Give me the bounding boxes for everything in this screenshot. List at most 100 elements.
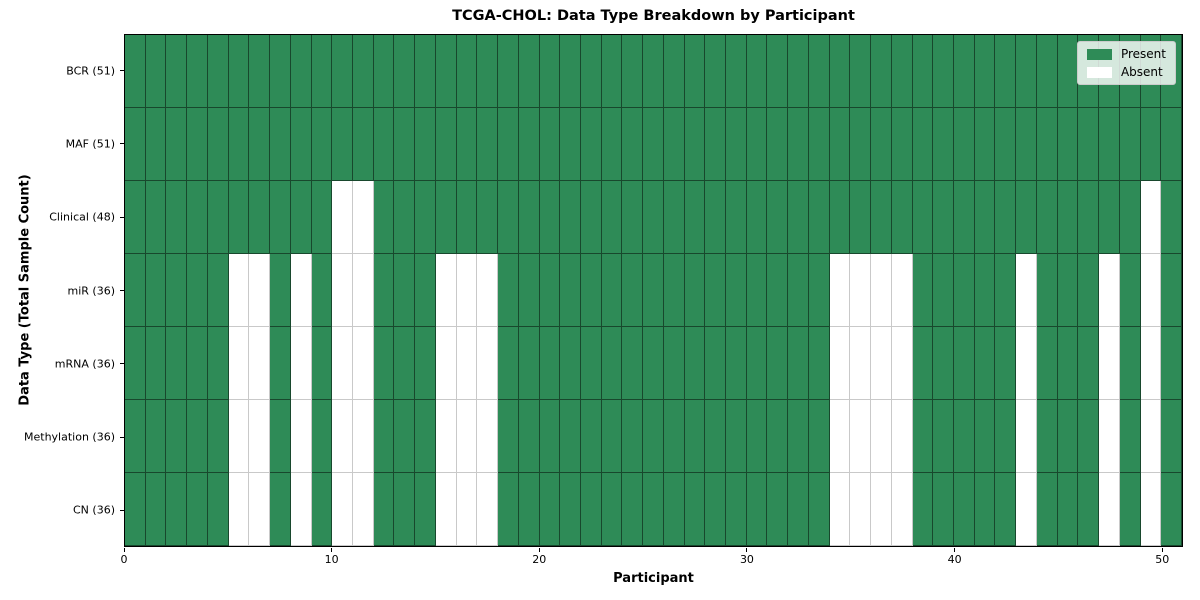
matrix-cell-methylation-49: [1140, 400, 1162, 473]
matrix-cell-mrna-31: [767, 327, 789, 400]
matrix-cell-clinical-29: [726, 181, 747, 254]
matrix-cell-maf-32: [788, 108, 809, 181]
matrix-cell-mrna-47: [1099, 327, 1120, 400]
matrix-cell-cn-25: [643, 473, 664, 546]
matrix-cell-clinical-8: [290, 181, 312, 254]
matrix-cell-mrna-18: [498, 327, 519, 400]
matrix-cell-methylation-20: [539, 400, 561, 473]
matrix-cell-mrna-26: [663, 327, 685, 400]
matrix-cell-mir-17: [477, 254, 499, 327]
matrix-cell-methylation-35: [850, 400, 872, 473]
matrix-cell-maf-2: [166, 108, 188, 181]
matrix-cell-mrna-28: [705, 327, 727, 400]
matrix-cell-mrna-42: [995, 327, 1017, 400]
matrix-cell-cn-40: [954, 473, 975, 546]
matrix-cell-mrna-33: [808, 327, 830, 400]
matrix-cell-clinical-11: [352, 181, 374, 254]
x-tick-label-20: 20: [532, 553, 547, 566]
matrix-cell-mrna-43: [1016, 327, 1037, 400]
matrix-cell-mrna-0: [125, 327, 146, 400]
y-tick-mark-3: [120, 290, 124, 291]
matrix-cell-methylation-50: [1161, 400, 1182, 473]
x-axis-label: Participant: [613, 571, 694, 586]
matrix-cell-mir-31: [767, 254, 789, 327]
matrix-cell-cn-44: [1036, 473, 1058, 546]
matrix-cell-mrna-6: [249, 327, 271, 400]
matrix-cell-maf-49: [1140, 108, 1162, 181]
matrix-cell-clinical-50: [1161, 181, 1182, 254]
matrix-cell-mrna-38: [912, 327, 934, 400]
matrix-cell-bcr-3: [187, 35, 208, 108]
matrix-cell-cn-24: [622, 473, 644, 546]
matrix-cell-bcr-28: [705, 35, 727, 108]
matrix-cell-clinical-7: [270, 181, 291, 254]
matrix-cell-cn-20: [539, 473, 561, 546]
matrix-cell-methylation-46: [1078, 400, 1100, 473]
matrix-cell-clinical-32: [788, 181, 809, 254]
matrix-cell-methylation-38: [912, 400, 934, 473]
matrix-cell-mir-29: [726, 254, 747, 327]
matrix-cell-bcr-14: [415, 35, 436, 108]
matrix-cell-cn-27: [684, 473, 706, 546]
matrix-cell-mrna-19: [518, 327, 540, 400]
matrix-cell-mir-25: [643, 254, 664, 327]
matrix-cell-bcr-16: [456, 35, 478, 108]
matrix-cell-bcr-21: [560, 35, 581, 108]
matrix-cell-maf-7: [270, 108, 291, 181]
matrix-cell-maf-26: [663, 108, 685, 181]
matrix-cell-mir-45: [1057, 254, 1079, 327]
matrix-cell-clinical-23: [601, 181, 623, 254]
matrix-cell-methylation-40: [954, 400, 975, 473]
matrix-cell-maf-8: [290, 108, 312, 181]
matrix-cell-mir-0: [125, 254, 146, 327]
matrix-cell-cn-21: [560, 473, 581, 546]
matrix-cell-clinical-41: [974, 181, 996, 254]
matrix-cell-mir-20: [539, 254, 561, 327]
x-tick-label-40: 40: [947, 553, 962, 566]
matrix-cell-mrna-36: [871, 327, 892, 400]
matrix-cell-mrna-40: [954, 327, 975, 400]
matrix-cell-maf-17: [477, 108, 499, 181]
matrix-cell-maf-11: [352, 108, 374, 181]
matrix-cell-maf-34: [829, 108, 851, 181]
matrix-cell-mrna-17: [477, 327, 499, 400]
x-tick-mark-0: [123, 548, 125, 552]
matrix-cell-bcr-42: [995, 35, 1017, 108]
matrix-cell-mir-10: [332, 254, 353, 327]
matrix-cell-clinical-39: [933, 181, 955, 254]
matrix-cell-maf-35: [850, 108, 872, 181]
x-tick-label-0: 0: [120, 553, 128, 566]
matrix-cell-mir-38: [912, 254, 934, 327]
matrix-cell-maf-9: [311, 108, 333, 181]
matrix-cell-bcr-29: [726, 35, 747, 108]
matrix-cell-methylation-28: [705, 400, 727, 473]
matrix-cell-mir-13: [394, 254, 416, 327]
matrix-cell-bcr-11: [352, 35, 374, 108]
x-tick-mark-10: [331, 548, 333, 552]
matrix-cell-maf-29: [726, 108, 747, 181]
matrix-cell-clinical-10: [332, 181, 353, 254]
chart-title: TCGA-CHOL: Data Type Breakdown by Partic…: [452, 8, 855, 24]
matrix-cell-methylation-18: [498, 400, 519, 473]
matrix-cell-mir-30: [746, 254, 768, 327]
matrix-cell-cn-2: [166, 473, 188, 546]
matrix-cell-methylation-6: [249, 400, 271, 473]
matrix-cell-methylation-8: [290, 400, 312, 473]
matrix-cell-mrna-14: [415, 327, 436, 400]
matrix-cell-cn-19: [518, 473, 540, 546]
matrix-cell-mir-35: [850, 254, 872, 327]
matrix-cell-methylation-24: [622, 400, 644, 473]
matrix-cell-mir-33: [808, 254, 830, 327]
matrix-cell-methylation-36: [871, 400, 892, 473]
y-tick-label-0: BCR (51): [66, 64, 115, 78]
matrix-cell-maf-33: [808, 108, 830, 181]
matrix-cell-mir-21: [560, 254, 581, 327]
x-axis: 0 10 20 30 40 50: [120, 547, 1183, 569]
matrix-cell-maf-14: [415, 108, 436, 181]
matrix-cell-bcr-13: [394, 35, 416, 108]
matrix-cell-mir-48: [1119, 254, 1141, 327]
matrix-cell-maf-13: [394, 108, 416, 181]
matrix-cell-bcr-32: [788, 35, 809, 108]
matrix-cell-mir-2: [166, 254, 188, 327]
matrix-cell-maf-31: [767, 108, 789, 181]
